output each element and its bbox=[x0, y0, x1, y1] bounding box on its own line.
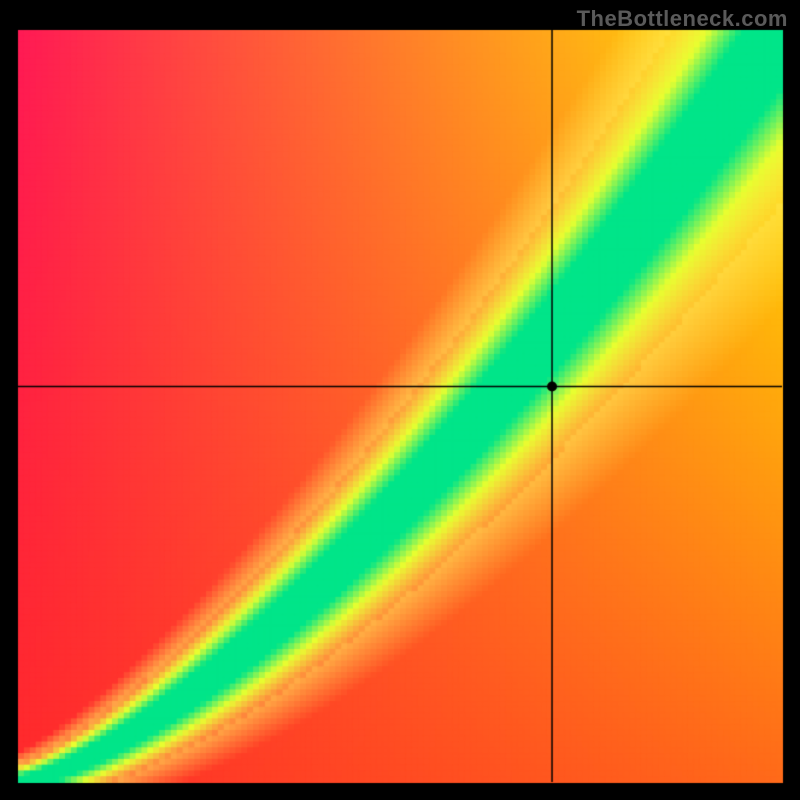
chart-container: TheBottleneck.com bbox=[0, 0, 800, 800]
bottleneck-heatmap bbox=[0, 0, 800, 800]
watermark-text: TheBottleneck.com bbox=[577, 6, 788, 32]
